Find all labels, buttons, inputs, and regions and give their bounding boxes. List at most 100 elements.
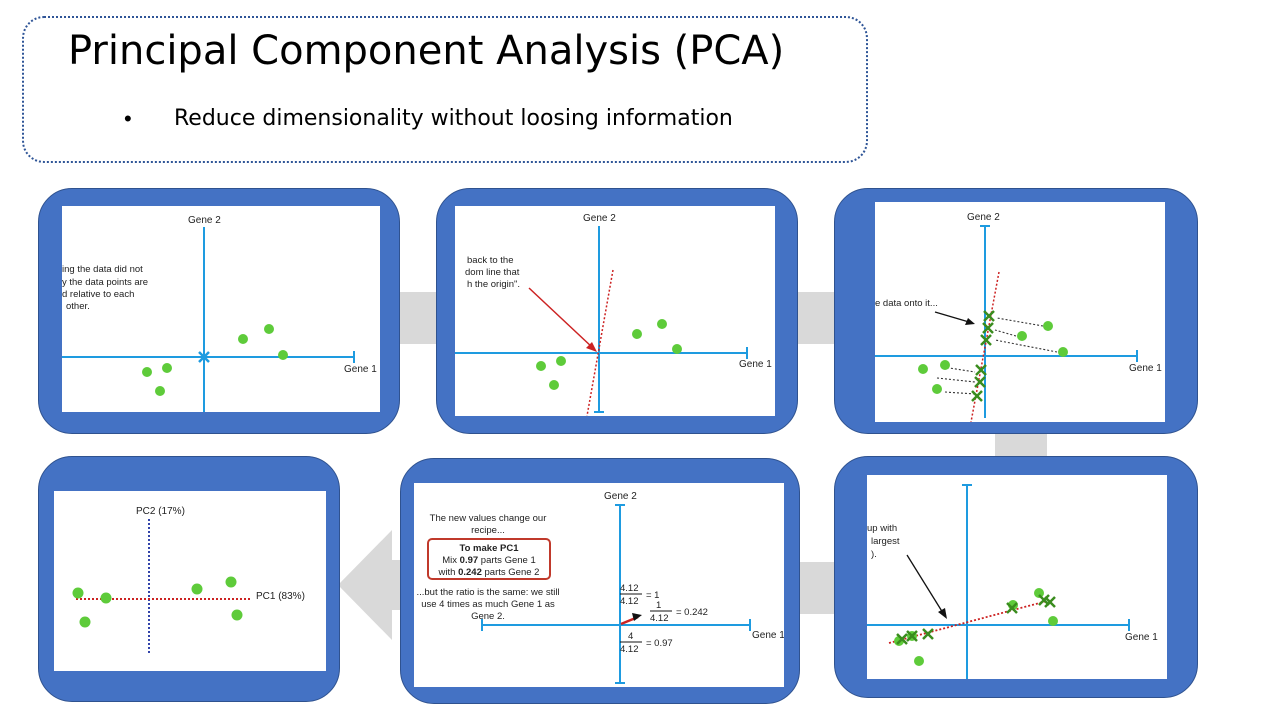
data-point <box>914 656 924 666</box>
panel-3: Gene 2 Gene 1 e data onto it... <box>834 188 1198 434</box>
panel-6-plot: PC2 (17%) PC1 (83%) <box>54 491 326 671</box>
bullet-text: Reduce dimensionality without loosing in… <box>174 106 733 131</box>
panel-2-note-3: h the origin". <box>467 279 520 290</box>
panel-4: Gene 1 up with largest ). <box>834 456 1198 698</box>
panel-1-x-label: Gene 1 <box>344 364 377 375</box>
flow-arrow-5 <box>338 530 408 640</box>
data-point <box>932 384 942 394</box>
svg-text:= 1: = 1 <box>646 590 659 601</box>
title-box: Principal Component Analysis (PCA) • Red… <box>22 16 868 163</box>
panel-3-plot: Gene 2 Gene 1 e data onto it... <box>875 202 1165 422</box>
data-point <box>1034 588 1044 598</box>
data-point <box>100 592 112 604</box>
data-point <box>278 350 288 360</box>
data-point <box>1058 347 1068 357</box>
data-point <box>72 587 84 599</box>
panel-4-plot: Gene 1 up with largest ). <box>867 475 1167 679</box>
pointer-arrowhead-icon <box>586 342 597 352</box>
pointer-arrowhead-icon <box>938 608 947 619</box>
panel-2: Gene 2 Gene 1 back to the dom line that … <box>436 188 798 434</box>
fit-line <box>970 271 1000 422</box>
data-point <box>657 319 667 329</box>
panel-1-plot: Gene 2 Gene 1 ing the data did not y the… <box>62 206 380 412</box>
data-point <box>549 380 559 390</box>
equation-2: 1 4.12 = 0.242 <box>650 600 708 624</box>
best-fit-line <box>888 600 1048 644</box>
panel-4-x-label: Gene 1 <box>1125 632 1158 643</box>
panel-5-x-label: Gene 1 <box>752 630 784 641</box>
panel-2-note-1: back to the <box>467 255 513 266</box>
pointer-arrow <box>934 311 970 323</box>
panel-3-x-label: Gene 1 <box>1129 363 1162 374</box>
projected-points-icon <box>971 310 995 402</box>
recipe-line-1: Mix 0.97 parts Gene 1 <box>442 555 535 566</box>
panel-5-intro-1: The new values change our <box>430 513 547 524</box>
data-point <box>264 324 274 334</box>
panel-6-y-label: PC2 (17%) <box>136 506 185 517</box>
svg-text:1: 1 <box>656 600 661 611</box>
data-point <box>162 363 172 373</box>
svg-text:= 0.242: = 0.242 <box>676 607 708 618</box>
equation-3: 4 4.12 = 0.97 <box>620 631 673 655</box>
panel-1-note-2: y the data points are <box>62 277 148 288</box>
origin-x-icon <box>198 351 210 363</box>
panel-2-plot: Gene 2 Gene 1 back to the dom line that … <box>455 206 775 416</box>
panel-1: Gene 2 Gene 1 ing the data did not y the… <box>38 188 400 434</box>
panel-5-plot: Gene 2 Gene 1 The new values change our … <box>414 483 784 687</box>
panel-1-note-3: d relative to each <box>62 289 134 300</box>
data-point <box>191 583 203 595</box>
panel-5-y-label: Gene 2 <box>604 491 637 502</box>
data-point <box>1043 321 1053 331</box>
panel-6-x-label: PC1 (83%) <box>256 591 305 602</box>
vector-arrowhead-icon <box>632 613 642 621</box>
svg-text:4.12: 4.12 <box>620 644 639 655</box>
data-point <box>1048 616 1058 626</box>
data-point <box>672 344 682 354</box>
data-point <box>79 616 91 628</box>
svg-text:= 0.97: = 0.97 <box>646 638 673 649</box>
svg-text:4: 4 <box>628 631 633 642</box>
panel-5: Gene 2 Gene 1 The new values change our … <box>400 458 800 704</box>
random-line <box>586 269 614 416</box>
panel-2-note-2: dom line that <box>465 267 520 278</box>
pointer-arrowhead-icon <box>965 318 975 325</box>
ratio-note-3: Gene 2. <box>471 611 505 622</box>
panel-5-intro-2: recipe... <box>471 525 505 536</box>
projected-points-icon <box>896 594 1056 645</box>
data-point <box>231 609 243 621</box>
slide-title: Principal Component Analysis (PCA) <box>68 28 785 74</box>
flow-arrow-2 <box>797 292 839 344</box>
data-point <box>536 361 546 371</box>
recipe-box <box>427 538 551 580</box>
panel-1-y-label: Gene 2 <box>188 215 221 226</box>
data-point <box>556 356 566 366</box>
panel-3-note: e data onto it... <box>875 298 938 309</box>
data-point <box>632 329 642 339</box>
data-point <box>225 576 237 588</box>
data-point <box>155 386 165 396</box>
panel-2-y-label: Gene 2 <box>583 213 616 224</box>
svg-text:4.12: 4.12 <box>620 583 639 594</box>
recipe-title: To make PC1 <box>460 543 520 554</box>
panel-4-note-2: largest <box>871 536 900 547</box>
bullet-icon: • <box>124 106 132 131</box>
flow-arrow-4 <box>798 562 840 614</box>
data-point <box>142 367 152 377</box>
flow-arrow-1 <box>398 292 440 344</box>
panel-1-note-4: other. <box>66 301 90 312</box>
panel-4-note-1: up with <box>867 523 897 534</box>
svg-text:4.12: 4.12 <box>620 596 639 607</box>
ratio-note-1: ...but the ratio is the same: we still <box>416 587 559 598</box>
recipe-line-2: with 0.242 parts Gene 2 <box>438 567 540 578</box>
pointer-arrow <box>906 554 944 614</box>
panel-6: PC2 (17%) PC1 (83%) <box>38 456 340 702</box>
data-point <box>940 360 950 370</box>
data-point <box>1017 331 1027 341</box>
equation-1: 4.12 4.12 = 1 <box>620 583 659 607</box>
svg-text:4.12: 4.12 <box>650 613 669 624</box>
ratio-note-2: use 4 times as much Gene 1 as <box>421 599 555 610</box>
panel-2-x-label: Gene 1 <box>739 359 772 370</box>
panel-3-y-label: Gene 2 <box>967 212 1000 223</box>
flow-arrow-3 <box>995 430 1047 458</box>
pointer-arrow <box>528 287 594 349</box>
